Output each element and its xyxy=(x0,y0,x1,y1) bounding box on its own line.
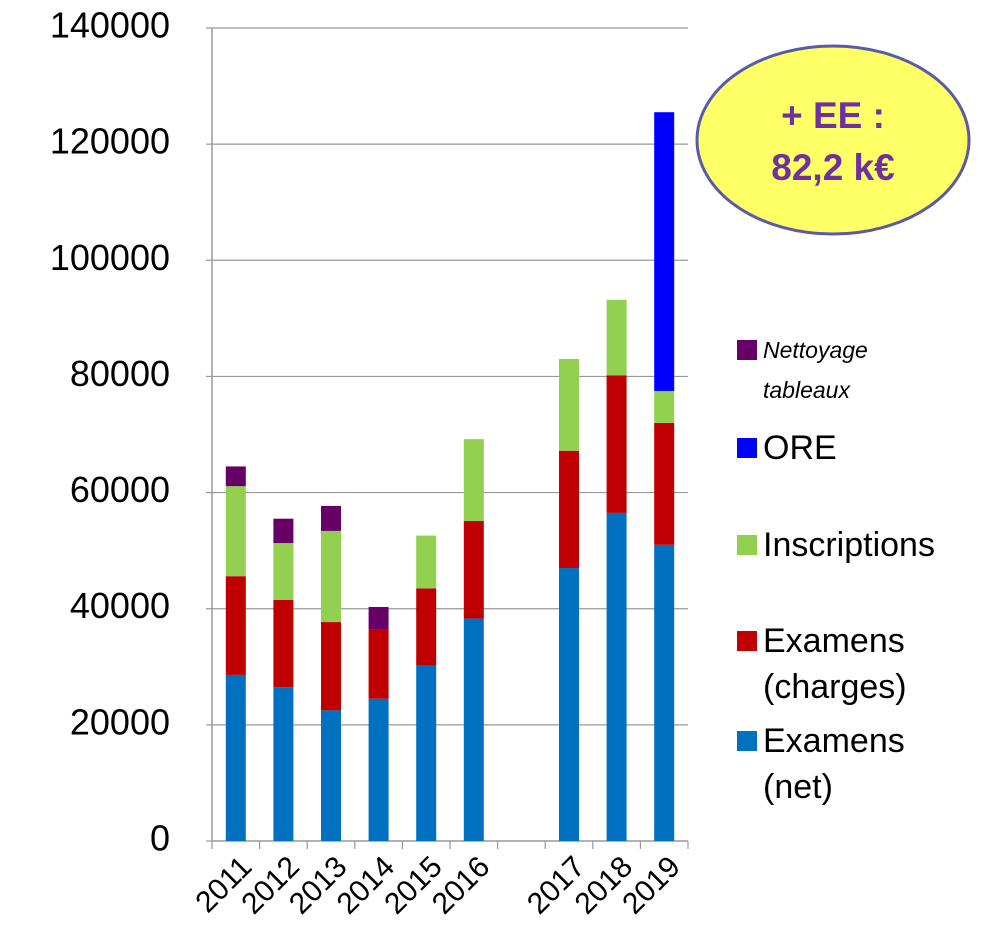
bar-segment xyxy=(654,390,675,423)
bar-segment xyxy=(225,466,246,487)
bar-segment xyxy=(273,518,294,544)
x-tick-label: 2019 xyxy=(616,850,687,921)
legend-label: Examens (net) xyxy=(763,722,905,806)
bar-segment xyxy=(321,530,341,623)
annotation: + EE : 82,2 k€ xyxy=(771,95,895,188)
bar-segment xyxy=(368,629,389,699)
bar-segment xyxy=(273,687,294,841)
y-tick-label: 0 xyxy=(150,818,170,859)
legend-item: Examens (net) xyxy=(737,718,977,810)
legend-item: ORE xyxy=(737,425,977,471)
bar-segment xyxy=(559,450,579,569)
bar-segment xyxy=(606,299,627,376)
bar-segment xyxy=(559,359,579,451)
bar-segment xyxy=(559,568,579,841)
legend-label: Examens (charges) xyxy=(763,622,907,706)
y-tick-label: 40000 xyxy=(70,585,170,626)
bar-segment xyxy=(606,375,627,513)
bar-segment xyxy=(416,535,437,589)
y-tick-label: 120000 xyxy=(50,121,170,162)
bar-segment xyxy=(321,710,341,841)
bar-segment xyxy=(321,622,341,711)
bar-segment xyxy=(606,512,627,841)
y-tick-label: 60000 xyxy=(70,469,170,510)
bar-segment xyxy=(225,576,246,675)
legend-label: ORE xyxy=(763,429,837,467)
y-tick-label: 20000 xyxy=(70,701,170,742)
annotation-bubble xyxy=(695,44,971,236)
legend-item: Nettoyage tableaux xyxy=(737,330,977,410)
legend-swatch xyxy=(737,631,757,651)
bar-segment xyxy=(225,674,246,841)
bar-segment xyxy=(654,422,675,545)
legend-item: Examens (charges) xyxy=(737,618,977,710)
bar-segment xyxy=(368,698,389,841)
bar-segment xyxy=(416,588,437,666)
bar-segment xyxy=(463,439,484,522)
bar-segment xyxy=(463,521,484,619)
bar-segment xyxy=(321,505,341,531)
bar-segment xyxy=(225,486,246,577)
bar-segment xyxy=(368,606,389,630)
legend-label: Inscriptions xyxy=(763,526,935,564)
bar-segment xyxy=(273,600,294,688)
legend-swatch xyxy=(737,340,757,360)
y-tick-label: 100000 xyxy=(50,237,170,278)
legend-swatch xyxy=(737,438,757,458)
bar-segment xyxy=(273,543,294,601)
legend-swatch xyxy=(737,731,757,751)
bar-segment xyxy=(654,112,675,391)
x-tick-label: 2016 xyxy=(426,850,497,921)
bar-segment xyxy=(463,618,484,841)
legend-item: Inscriptions xyxy=(737,522,977,568)
bar-segment xyxy=(654,544,675,841)
legend-swatch xyxy=(737,535,757,555)
y-tick-label: 140000 xyxy=(50,5,170,46)
bar-segment xyxy=(416,665,437,841)
legend-label: Nettoyage tableaux xyxy=(763,337,868,403)
y-tick-label: 80000 xyxy=(70,353,170,394)
